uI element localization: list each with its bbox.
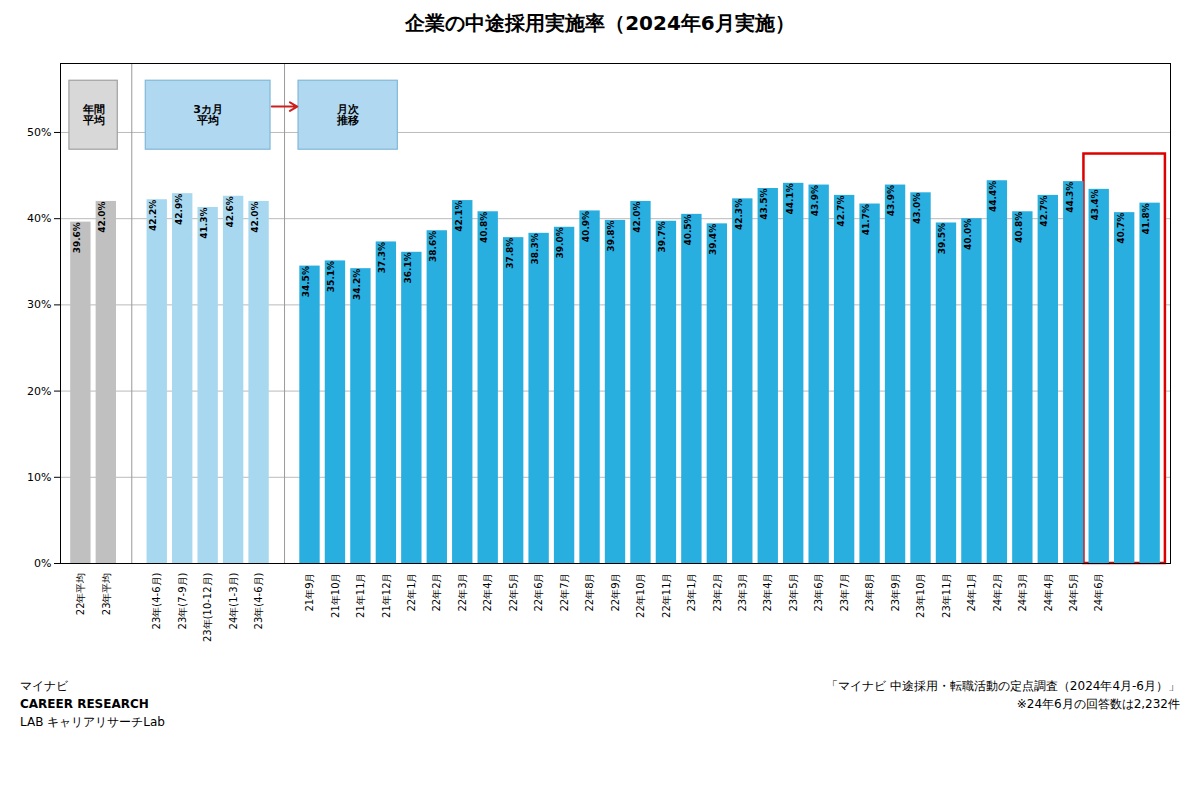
svg-text:39.4%: 39.4% (708, 224, 718, 255)
svg-text:40.0%: 40.0% (963, 219, 973, 250)
svg-text:23年(4-6月): 23年(4-6月) (253, 572, 264, 629)
svg-text:44.4%: 44.4% (988, 181, 998, 212)
svg-text:24年3月: 24年3月 (1017, 573, 1028, 612)
svg-text:22年6月: 22年6月 (533, 573, 544, 612)
html-text:マイナビ: マイナビ (20, 679, 68, 693)
svg-text:35.1%: 35.1% (326, 261, 336, 292)
svg-text:34.5%: 34.5% (301, 266, 311, 297)
svg-text:38.6%: 38.6% (428, 231, 438, 262)
svg-text:44.3%: 44.3% (1065, 182, 1075, 213)
svg-text:24年1月: 24年1月 (966, 573, 977, 612)
svg-text:39.5%: 39.5% (937, 223, 947, 254)
svg-text:40.8%: 40.8% (479, 212, 489, 243)
svg-text:22年8月: 22年8月 (584, 573, 595, 612)
svg-text:23年4月: 23年4月 (762, 573, 773, 612)
svg-text:40%: 40% (27, 212, 51, 225)
svg-text:39.0%: 39.0% (555, 227, 565, 258)
html-text:CAREER RESEARCH: CAREER RESEARCH (20, 697, 149, 711)
svg-text:37.8%: 37.8% (505, 238, 515, 269)
svg-text:42.9%: 42.9% (174, 194, 184, 225)
svg-text:43.5%: 43.5% (759, 189, 769, 220)
svg-text:23年9月: 23年9月 (890, 573, 901, 612)
svg-text:34.2%: 34.2% (352, 269, 362, 300)
svg-text:22年5月: 22年5月 (508, 573, 519, 612)
svg-text:23年(7-9月): 23年(7-9月) (177, 572, 188, 629)
svg-text:41.3%: 41.3% (199, 207, 209, 238)
svg-text:30%: 30% (27, 298, 51, 311)
html-text:LAB キャリアリサーチLab: LAB キャリアリサーチLab (20, 715, 165, 729)
svg-text:22年10月: 22年10月 (635, 573, 646, 618)
svg-text:24年6月: 24年6月 (1093, 573, 1104, 612)
svg-text:23年(4-6月): 23年(4-6月) (151, 572, 162, 629)
svg-text:39.8%: 39.8% (606, 220, 616, 251)
svg-text:23年(10-12月): 23年(10-12月) (202, 572, 213, 642)
svg-text:42.7%: 42.7% (1039, 195, 1049, 226)
svg-text:42.3%: 42.3% (734, 199, 744, 230)
svg-text:43.9%: 43.9% (886, 185, 896, 216)
svg-text:23年2月: 23年2月 (712, 573, 723, 612)
svg-text:21年11月: 21年11月 (355, 573, 366, 618)
svg-text:50%: 50% (27, 126, 51, 139)
svg-text:42.0%: 42.0% (632, 201, 642, 232)
svg-text:38.3%: 38.3% (530, 233, 540, 264)
html-text:「マイナビ 中途採用・転職活動の定点調査（2024年4月-6: 「マイナビ 中途採用・転職活動の定点調査（2024年4月-6月）」 (826, 679, 1180, 693)
svg-text:24年4月: 24年4月 (1042, 573, 1053, 612)
svg-text:41.7%: 41.7% (861, 204, 871, 235)
svg-text:43.9%: 43.9% (810, 185, 820, 216)
svg-text:44.1%: 44.1% (785, 183, 795, 214)
svg-text:39.7%: 39.7% (657, 221, 667, 252)
svg-text:23年7月: 23年7月 (839, 573, 850, 612)
svg-text:23年3月: 23年3月 (737, 573, 748, 612)
svg-text:37.3%: 37.3% (377, 242, 387, 273)
svg-text:43.4%: 43.4% (1090, 189, 1100, 220)
svg-text:36.1%: 36.1% (403, 252, 413, 283)
svg-text:40.8%: 40.8% (1014, 212, 1024, 243)
svg-text:23年8月: 23年8月 (864, 573, 875, 612)
svg-text:20%: 20% (27, 385, 51, 398)
svg-text:22年3月: 22年3月 (457, 573, 468, 612)
svg-text:23年6月: 23年6月 (813, 573, 824, 612)
svg-text:21年9月: 21年9月 (304, 573, 315, 612)
svg-text:42.0%: 42.0% (250, 201, 260, 232)
svg-text:24年2月: 24年2月 (992, 573, 1003, 612)
svg-text:22年平均: 22年平均 (75, 573, 86, 616)
svg-text:43.0%: 43.0% (912, 193, 922, 224)
svg-text:42.7%: 42.7% (836, 195, 846, 226)
svg-text:22年2月: 22年2月 (431, 573, 442, 612)
svg-text:月次推移: 月次推移 (336, 103, 360, 127)
svg-text:年間平均: 年間平均 (82, 103, 105, 127)
svg-text:23年平均: 23年平均 (101, 573, 112, 616)
svg-text:22年9月: 22年9月 (610, 573, 621, 612)
svg-text:42.0%: 42.0% (97, 201, 107, 232)
svg-text:24年5月: 24年5月 (1068, 573, 1079, 612)
svg-text:3カ月平均: 3カ月平均 (193, 103, 223, 127)
svg-text:23年11月: 23年11月 (941, 573, 952, 618)
html-text:企業の中途採用実施率（2024年6月実施）: 企業の中途採用実施率（2024年6月実施） (405, 11, 795, 35)
svg-text:24年(1-3月): 24年(1-3月) (228, 572, 239, 629)
svg-text:23年1月: 23年1月 (686, 573, 697, 612)
svg-text:42.1%: 42.1% (454, 201, 464, 232)
svg-text:0%: 0% (34, 557, 51, 570)
svg-text:39.6%: 39.6% (72, 222, 82, 253)
svg-text:23年5月: 23年5月 (788, 573, 799, 612)
svg-text:40.7%: 40.7% (1116, 213, 1126, 244)
svg-text:22年7月: 22年7月 (559, 573, 570, 612)
svg-text:40.9%: 40.9% (581, 211, 591, 242)
svg-text:23年10月: 23年10月 (915, 573, 926, 618)
svg-text:21年10月: 21年10月 (330, 573, 341, 618)
svg-text:21年12月: 21年12月 (381, 573, 392, 618)
svg-text:41.8%: 41.8% (1141, 203, 1151, 234)
svg-text:10%: 10% (27, 471, 51, 484)
svg-text:22年4月: 22年4月 (482, 573, 493, 612)
svg-text:42.2%: 42.2% (148, 200, 158, 231)
svg-text:22年1月: 22年1月 (406, 573, 417, 612)
svg-text:42.6%: 42.6% (224, 196, 234, 227)
svg-text:40.5%: 40.5% (683, 214, 693, 245)
html-text:※24年6月の回答数は2,232件: ※24年6月の回答数は2,232件 (1016, 697, 1180, 711)
svg-text:22年11月: 22年11月 (661, 573, 672, 618)
